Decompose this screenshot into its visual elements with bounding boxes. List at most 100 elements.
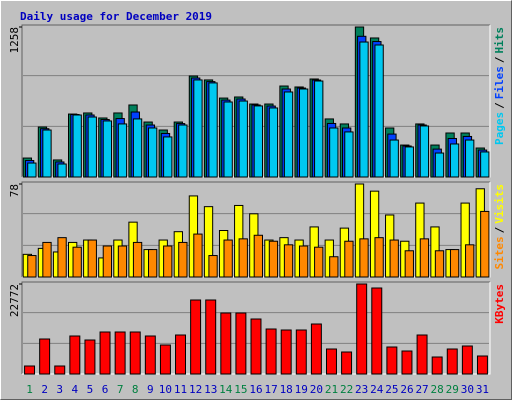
y-tick-label: 78 — [8, 184, 21, 197]
bar — [374, 44, 384, 178]
bar — [148, 249, 158, 278]
bar — [295, 329, 307, 375]
bar — [42, 241, 52, 278]
bar — [461, 345, 473, 375]
x-tick-label: 31 — [476, 383, 489, 396]
x-tick-label: 2 — [41, 383, 48, 396]
bar — [431, 356, 443, 375]
bar — [72, 114, 82, 178]
bar — [84, 339, 96, 375]
x-tick-label: 7 — [117, 383, 124, 396]
x-tick-label: 21 — [325, 383, 338, 396]
x-tick-label: 30 — [461, 383, 474, 396]
x-tick-label: 23 — [355, 383, 368, 396]
bar — [238, 100, 248, 178]
bar — [265, 328, 277, 375]
bar — [280, 329, 292, 375]
legend: Sites / Visits — [493, 184, 506, 270]
bar — [344, 131, 354, 178]
bar — [329, 256, 339, 278]
bar — [374, 237, 384, 278]
bar — [298, 88, 309, 178]
bar — [341, 351, 353, 375]
bar — [298, 245, 309, 278]
legend-entry: Hits — [493, 27, 506, 54]
x-tick-label: 16 — [249, 383, 262, 396]
legend-entry: Files — [493, 66, 506, 99]
legend-entry: Sites — [493, 236, 506, 269]
bar — [117, 245, 128, 278]
y-tick-label: 1258 — [8, 27, 21, 54]
bar — [87, 239, 97, 278]
chart-title: Daily usage for December 2019 — [20, 10, 212, 23]
bar — [205, 299, 217, 375]
bar — [314, 246, 324, 278]
legend: KBytes — [493, 284, 506, 324]
x-tick-label: 20 — [310, 383, 323, 396]
bar — [250, 318, 262, 375]
bar — [268, 107, 279, 178]
legend-separator: / — [493, 56, 506, 63]
bar — [386, 346, 398, 375]
x-tick-label: 17 — [264, 383, 277, 396]
x-tick-label: 8 — [132, 383, 139, 396]
plot-edge-dark — [21, 281, 490, 374]
bar — [419, 125, 430, 178]
bar — [102, 120, 113, 178]
bar — [253, 105, 263, 178]
bar — [54, 365, 66, 375]
x-tick-label: 28 — [431, 383, 444, 396]
plot-edge-dark — [21, 181, 490, 277]
bar — [117, 123, 128, 178]
bar — [283, 244, 294, 278]
bar — [434, 152, 445, 178]
x-tick-label: 26 — [400, 383, 413, 396]
bar — [69, 335, 81, 375]
y-tick-label: 22772 — [8, 284, 21, 317]
legend-separator: / — [493, 102, 506, 109]
x-tick-label: 15 — [234, 383, 247, 396]
bar — [465, 139, 475, 178]
bar — [193, 233, 203, 278]
bar — [220, 312, 232, 375]
bar — [99, 331, 111, 375]
x-tick-label: 19 — [295, 383, 308, 396]
bar — [132, 241, 143, 278]
bar — [42, 129, 52, 178]
x-tick-label: 14 — [219, 383, 233, 396]
x-tick-label: 12 — [189, 383, 202, 396]
bar — [193, 79, 203, 178]
legend-entry: Pages — [493, 112, 506, 145]
bar — [163, 136, 173, 178]
bar — [238, 238, 248, 278]
bar — [175, 334, 186, 375]
bar — [208, 255, 218, 278]
bar — [87, 116, 97, 178]
bar — [476, 355, 488, 375]
x-tick-label: 24 — [370, 383, 384, 396]
x-tick-label: 22 — [340, 383, 353, 396]
bar — [57, 163, 67, 178]
bar — [404, 250, 414, 278]
bar — [102, 245, 113, 278]
x-tick-label: 18 — [280, 383, 293, 396]
x-tick-label: 1 — [26, 383, 33, 396]
bar — [114, 331, 126, 375]
x-tick-label: 29 — [446, 383, 459, 396]
x-tick-label: 27 — [415, 383, 428, 396]
bar — [465, 244, 475, 278]
bar — [401, 350, 413, 375]
bar — [283, 91, 294, 178]
bar — [480, 210, 490, 278]
bar — [389, 239, 399, 278]
bar — [144, 335, 156, 375]
x-tick-label: 5 — [87, 383, 94, 396]
bar — [208, 82, 218, 178]
bar — [57, 237, 67, 278]
bar — [223, 239, 233, 278]
bar — [268, 240, 279, 278]
bar — [344, 240, 354, 278]
